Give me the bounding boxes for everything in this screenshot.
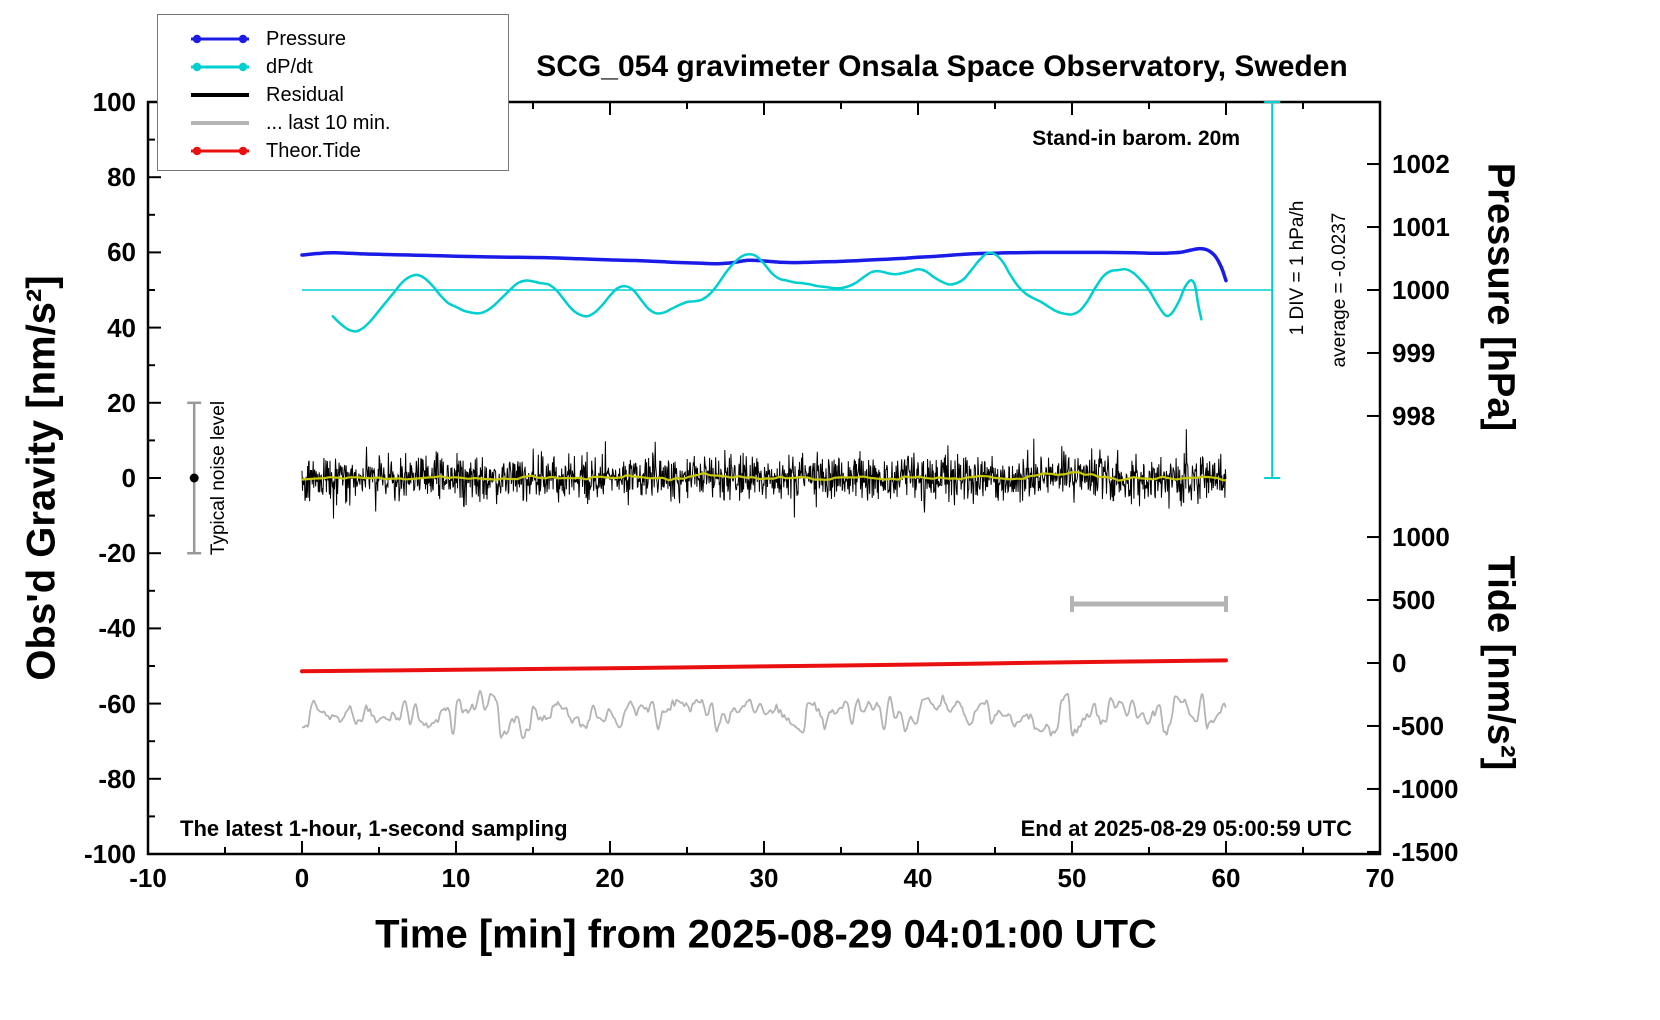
chart-title: SCG_054 gravimeter Onsala Space Observat… xyxy=(536,50,1348,83)
residual-series xyxy=(301,429,1227,519)
legend-swatch-dot xyxy=(192,146,202,156)
pressure-line-swatch-icon xyxy=(191,34,249,44)
x-axis-label: Time [min] from 2025-08-29 04:01:00 UTC xyxy=(375,912,1157,957)
legend-item-dpdt: dP/dt xyxy=(158,53,508,81)
sampling-note: The latest 1-hour, 1-second sampling xyxy=(180,816,568,841)
legend-item-residual: Residual xyxy=(158,81,508,109)
pressure-axis-label: Pressure [hPa] xyxy=(1479,162,1522,432)
legend-box: Pressure dP/dt Residual ... last 10 min.… xyxy=(157,14,509,171)
standin-barometer-note: Stand-in barom. 20m xyxy=(1032,127,1240,150)
legend-swatch-dot xyxy=(192,62,202,72)
legend-item-pressure: Pressure xyxy=(158,25,508,53)
residual-line-swatch-icon xyxy=(191,93,249,97)
theortide-line-swatch-icon xyxy=(191,146,249,156)
legend-swatch-dot xyxy=(192,34,202,44)
noise-level-dot xyxy=(189,473,199,483)
gravity-axis-label: Obs'd Gravity [nm/s²] xyxy=(19,275,64,681)
legend-label: Pressure xyxy=(266,27,347,50)
theor-tide-series xyxy=(300,658,1228,674)
dpdt-line-swatch-icon xyxy=(191,62,249,72)
last-10-min-series xyxy=(302,689,1227,740)
legend-swatch-dot xyxy=(238,34,248,44)
legend-label: Residual xyxy=(266,83,344,106)
noise-level-note: Typical noise level xyxy=(208,400,229,556)
pressure-series xyxy=(300,246,1228,283)
legend-label: dP/dt xyxy=(266,55,313,78)
end-time-note: End at 2025-08-29 05:00:59 UTC xyxy=(1020,816,1352,841)
legend-swatch-dot xyxy=(238,146,248,156)
tide-axis-label: Tide [nm/s²] xyxy=(1479,555,1522,771)
last10min-line-swatch-icon xyxy=(191,121,249,125)
average-note: average = -0.0237 xyxy=(1329,212,1350,368)
dpdt-series xyxy=(331,251,1203,333)
legend-label: Theor.Tide xyxy=(266,139,361,162)
div-scale-note: 1 DIV = 1 hPa/h xyxy=(1287,200,1308,336)
residual-mean-series xyxy=(301,471,1227,482)
legend-label: ... last 10 min. xyxy=(266,111,391,134)
legend-item-last10min: ... last 10 min. xyxy=(158,109,508,137)
legend-swatch-dot xyxy=(238,62,248,72)
legend-item-theortide: Theor.Tide xyxy=(158,137,508,165)
